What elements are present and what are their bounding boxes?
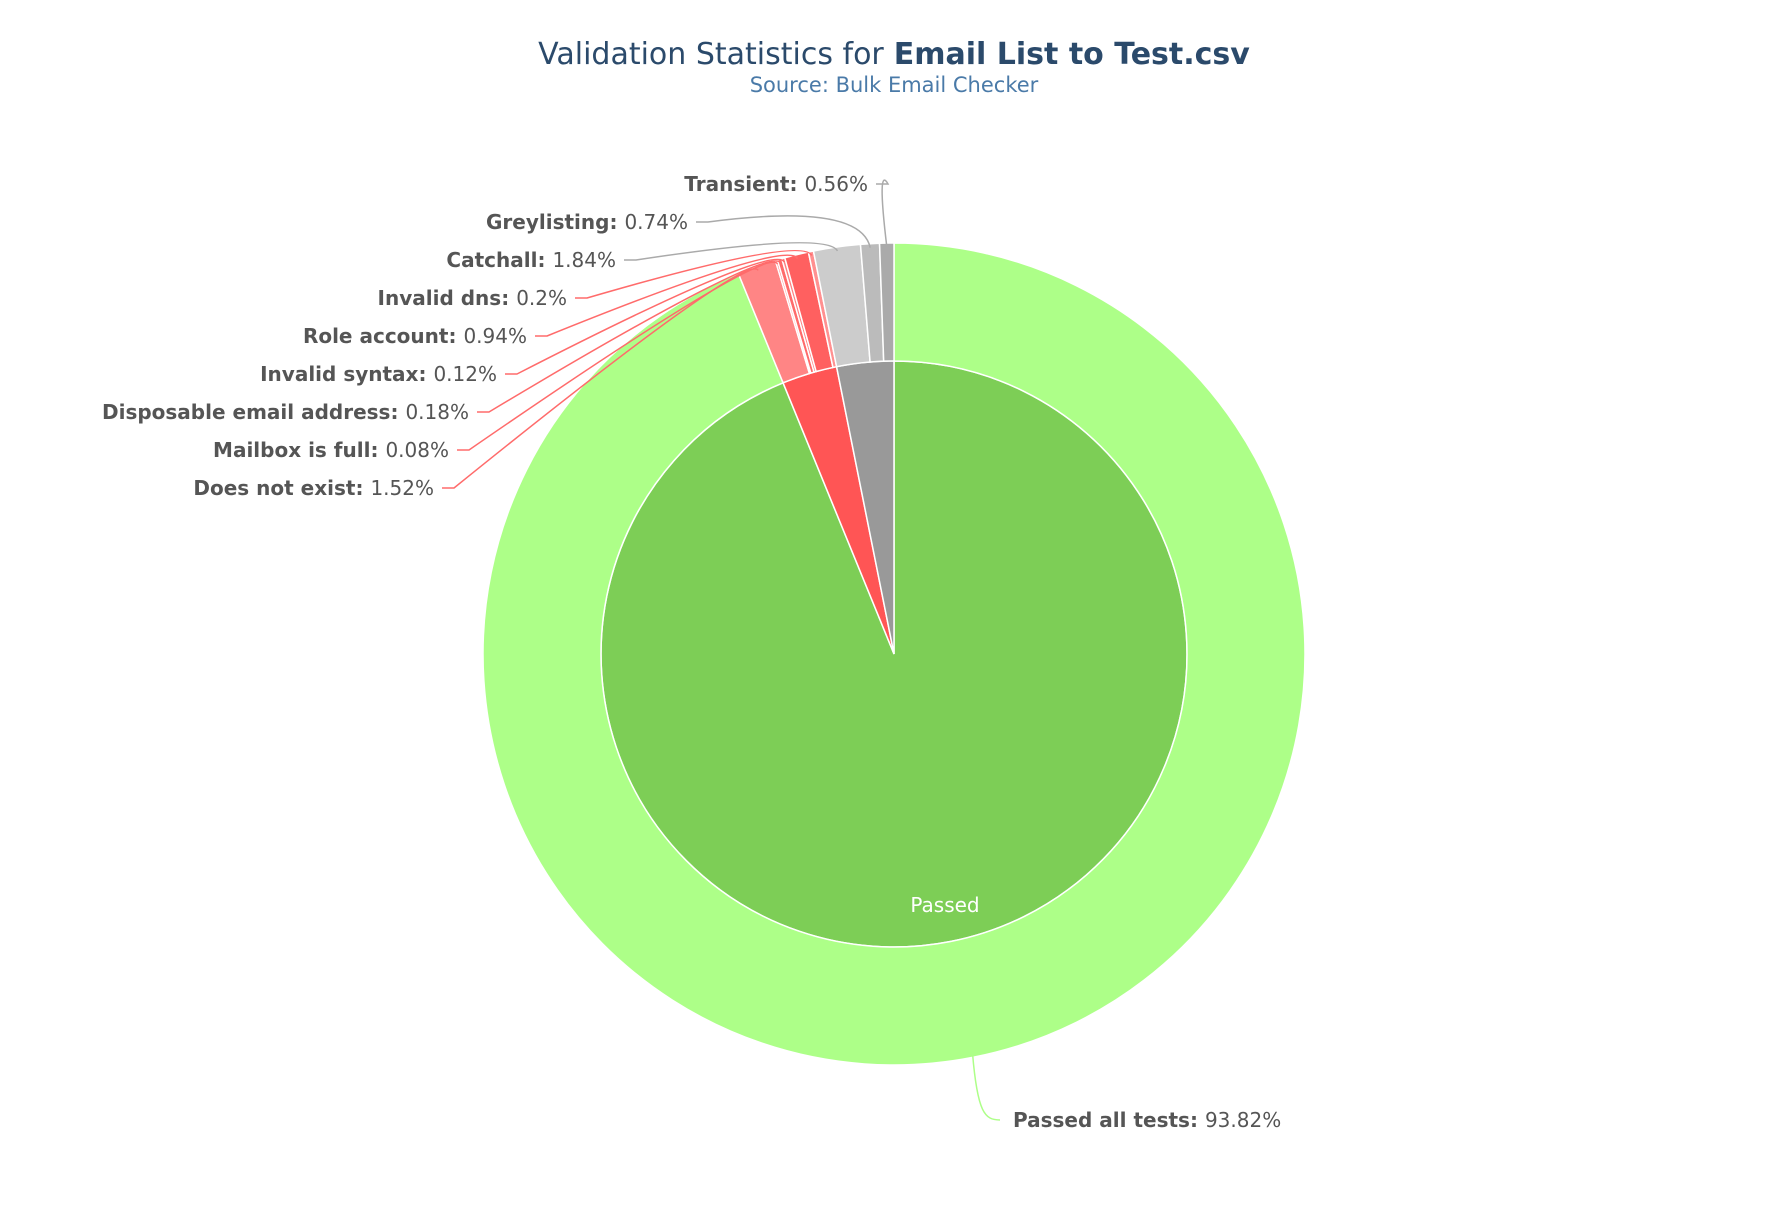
label-name: Invalid dns: [378, 286, 510, 310]
data-label: Invalid dns0.2%: [378, 286, 567, 310]
data-label: Passed all tests93.82%: [1013, 1108, 1281, 1132]
label-value: 1.84%: [552, 248, 616, 272]
label-value: 0.08%: [385, 438, 449, 462]
inner-label: Passed: [910, 893, 979, 917]
label-name: Catchall: [446, 248, 545, 272]
label-value: 0.18%: [405, 400, 469, 424]
connector: [624, 242, 839, 261]
label-name: Disposable email address: [102, 400, 398, 424]
title-file: Email List to Test.csv: [894, 37, 1251, 72]
label-value: 0.56%: [804, 172, 868, 196]
data-label: Does not exist 1.52%: [193, 476, 434, 500]
label-value: 0.94%: [463, 324, 527, 348]
outer-slice: [878, 242, 895, 362]
label-name: Greylisting: [486, 210, 617, 234]
label-value: 1.52%: [370, 476, 434, 500]
label-name: Role account: [303, 324, 457, 348]
label-value: 0.12%: [433, 362, 497, 386]
label-name: Invalid syntax: [260, 362, 426, 386]
label-name: Does not exist: [193, 476, 363, 500]
label-name: Transient: [684, 172, 797, 196]
label-name: Mailbox is full: [213, 438, 378, 462]
data-label: Role account0.94%: [303, 324, 527, 348]
title-text: Validation Statistics for: [538, 37, 884, 72]
data-label: Mailbox is full 0.08%: [213, 438, 449, 462]
data-label: Invalid syntax 0.12%: [260, 362, 497, 386]
label-value: 0.2%: [516, 286, 567, 310]
connector: [535, 254, 799, 337]
connector: [505, 258, 786, 375]
chart-title: Validation Statistics for Email List to T…: [538, 37, 1250, 72]
data-label: Transient 0.56%: [684, 172, 868, 196]
label-name: Passed all tests: [1013, 1108, 1198, 1132]
connector: [971, 1053, 1001, 1121]
connector: [575, 249, 813, 299]
connector: [876, 179, 890, 248]
connector: [477, 260, 782, 413]
chart-subtitle: Source: Bulk Email Checker: [750, 73, 1039, 97]
label-value: 0.74%: [624, 210, 688, 234]
data-label: Disposable email address 0.18%: [102, 400, 469, 424]
label-value: 93.82%: [1204, 1108, 1282, 1132]
connector: [696, 215, 871, 248]
outer-slice: [482, 242, 1306, 1066]
data-label: Catchall 1.84%: [446, 248, 616, 272]
data-label: Greylisting 0.74%: [486, 210, 688, 234]
connector: [457, 261, 779, 451]
